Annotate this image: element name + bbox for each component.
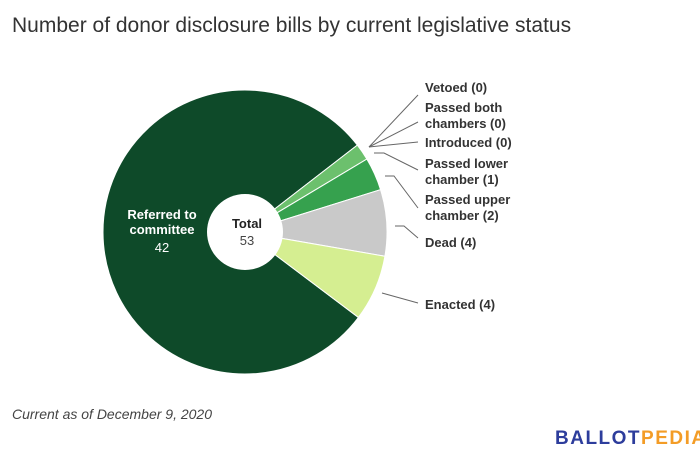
referred-value: 42 bbox=[154, 240, 170, 255]
callout-passed-both: Passed both chambers (0) bbox=[425, 100, 506, 131]
callout-passed-lower: Passed lower chamber (1) bbox=[425, 156, 509, 187]
callout-enacted: Enacted (4) bbox=[425, 297, 496, 312]
footnote: Current as of December 9, 2020 bbox=[12, 406, 212, 422]
chart-title: Number of donor disclosure bills by curr… bbox=[12, 14, 572, 37]
referred-label: Referred to committee bbox=[127, 207, 197, 237]
callout-dead: Dead (4) bbox=[425, 235, 477, 250]
leader-line-introduced bbox=[368, 141, 419, 148]
logo-part-2: PEDIA bbox=[641, 428, 700, 449]
callout-vetoed: Vetoed (0) bbox=[425, 80, 488, 95]
leader-line-dead bbox=[395, 225, 419, 239]
leader-line-enacted bbox=[381, 292, 419, 304]
leader-line-passed-lower bbox=[374, 152, 419, 171]
donut-hole bbox=[207, 194, 283, 270]
total-value: 53 bbox=[239, 233, 255, 248]
total-label: Total bbox=[231, 216, 263, 231]
callout-passed-upper: Passed upper chamber (2) bbox=[425, 192, 511, 223]
ballotpedia-logo: BALLOTPEDIA bbox=[555, 428, 700, 450]
leader-line-vetoed bbox=[368, 94, 419, 148]
callout-introduced: Introduced (0) bbox=[425, 135, 512, 150]
leader-line-passed-both bbox=[368, 121, 419, 148]
leader-line-passed-upper bbox=[385, 175, 419, 209]
leader-lines bbox=[368, 94, 419, 304]
slice-enacted bbox=[244, 231, 386, 319]
logo-part-1: BALLOT bbox=[555, 428, 642, 449]
